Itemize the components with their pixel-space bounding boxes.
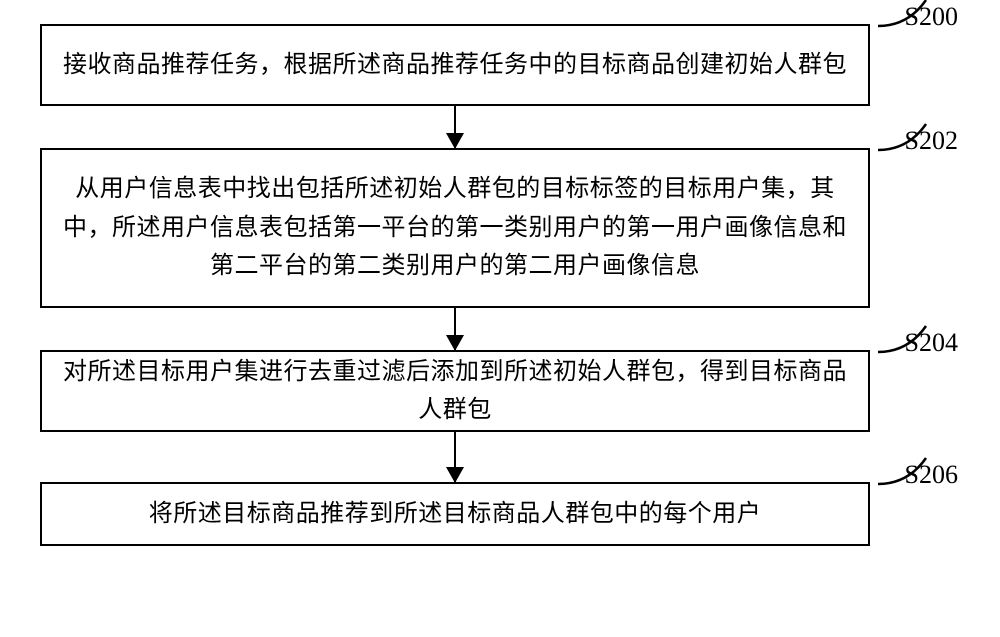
arrow-head-icon (446, 335, 464, 351)
step-box-s206: S206 将所述目标商品推荐到所述目标商品人群包中的每个用户 (40, 482, 870, 546)
step-label: S206 (905, 454, 958, 496)
step-text: 接收商品推荐任务，根据所述商品推荐任务中的目标商品创建初始人群包 (63, 46, 847, 84)
step-label: S204 (905, 322, 958, 364)
step-text: 从用户信息表中找出包括所述初始人群包的目标标签的目标用户集，其中，所述用户信息表… (62, 170, 848, 285)
step-text: 将所述目标商品推荐到所述目标商品人群包中的每个用户 (149, 495, 762, 533)
step-label: S200 (905, 0, 958, 38)
step-box-s202: S202 从用户信息表中找出包括所述初始人群包的目标标签的目标用户集，其中，所述… (40, 148, 870, 308)
arrow-head-icon (446, 467, 464, 483)
flow-arrow (40, 308, 870, 350)
flow-arrow (40, 106, 870, 148)
flowchart-container: S200 接收商品推荐任务，根据所述商品推荐任务中的目标商品创建初始人群包 S2… (40, 24, 960, 546)
flow-arrow (40, 432, 870, 482)
step-text: 对所述目标用户集进行去重过滤后添加到所述初始人群包，得到目标商品人群包 (62, 353, 848, 430)
step-box-s200: S200 接收商品推荐任务，根据所述商品推荐任务中的目标商品创建初始人群包 (40, 24, 870, 106)
arrow-head-icon (446, 133, 464, 149)
step-label: S202 (905, 120, 958, 162)
step-box-s204: S204 对所述目标用户集进行去重过滤后添加到所述初始人群包，得到目标商品人群包 (40, 350, 870, 432)
